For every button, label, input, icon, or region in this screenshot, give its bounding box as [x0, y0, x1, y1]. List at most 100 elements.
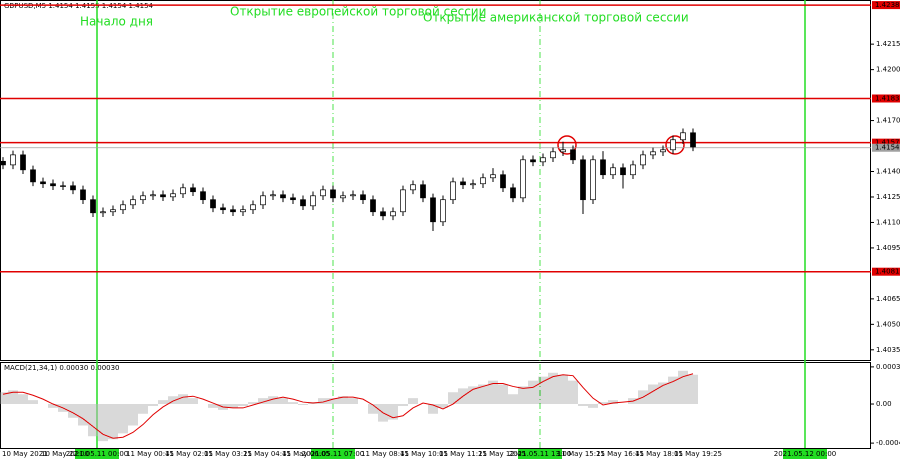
candle-body — [200, 191, 206, 201]
macd-tick-label: 0.00 — [876, 400, 892, 408]
candle-body — [430, 197, 436, 223]
level-box — [872, 143, 900, 152]
level-box — [872, 138, 900, 147]
time-marker-box — [518, 449, 562, 459]
x-tick-label: 11 May 00:45 — [126, 450, 174, 458]
candle-body — [340, 195, 346, 199]
candle-body — [80, 189, 86, 201]
candle-body — [520, 159, 526, 199]
candle-body — [450, 181, 456, 201]
y-tick-label: 1.4095 — [876, 244, 900, 252]
candle-body — [610, 167, 616, 176]
candle-body — [270, 194, 276, 197]
session-label: Открытие американской торговой сессии — [423, 11, 689, 25]
macd-signal — [2, 373, 694, 439]
candle-body — [660, 149, 666, 153]
candle-body — [510, 187, 516, 199]
candle-body — [60, 185, 66, 187]
macd-label: MACD(21,34,1) 0.00030 0.00030 — [4, 364, 120, 372]
y-tick-label: 1.4170 — [876, 117, 900, 125]
candle-body — [500, 174, 506, 189]
x-tick-label: 11 May 19:25 — [674, 450, 722, 458]
candle-body — [250, 204, 256, 211]
candle-body — [110, 209, 116, 213]
candle-body — [280, 194, 286, 199]
candle-body — [680, 132, 686, 141]
candle-body — [690, 132, 696, 148]
candle-body — [210, 199, 216, 209]
candle-body — [550, 151, 556, 159]
candle-body — [370, 199, 376, 213]
candle-body — [670, 139, 676, 151]
candle-body — [90, 199, 96, 214]
y-tick-label: 1.4125 — [876, 193, 900, 201]
candle-body — [180, 187, 186, 195]
time-marker-label: 2021.05.11 07:00 — [302, 450, 364, 458]
time-marker-box — [783, 449, 827, 459]
candle-body — [160, 194, 166, 198]
time-marker-label: 2021.05.11 00:00 — [66, 450, 128, 458]
candle-body — [350, 194, 356, 197]
candle-body — [400, 189, 406, 213]
candle-body — [10, 154, 16, 166]
macd-tick-label: -0.0004 — [876, 439, 900, 447]
candle-body — [100, 211, 106, 214]
x-tick-label: 11 May 04:45 — [243, 450, 291, 458]
candle-body — [330, 189, 336, 199]
candle-body — [50, 183, 56, 187]
candle-body — [220, 207, 226, 211]
candle-body — [20, 154, 26, 171]
candle-body — [40, 181, 46, 185]
candle-body — [410, 184, 416, 191]
x-tick-label: 11 May 12:45 — [478, 450, 526, 458]
candle-body — [390, 211, 396, 217]
level-label: 1.4157 — [875, 139, 900, 147]
candle-body — [600, 159, 606, 176]
price-frame — [0, 0, 871, 361]
candle-body — [70, 185, 76, 191]
candle-body — [440, 199, 446, 223]
candle-body — [580, 159, 586, 201]
candle-body — [300, 199, 306, 207]
level-label: 1.4081 — [875, 268, 900, 276]
candle-body — [150, 194, 156, 197]
highlight-circle — [665, 135, 685, 155]
level-label: 1.4154 — [875, 144, 900, 152]
candle-body — [30, 169, 36, 183]
candle-body — [120, 204, 126, 211]
candle-body — [170, 193, 176, 198]
y-tick-label: 1.4110 — [876, 218, 900, 226]
candle-body — [360, 194, 366, 201]
candle-body — [290, 197, 296, 201]
x-tick-label: 11 May 11:25 — [439, 450, 487, 458]
candle-body — [230, 209, 236, 213]
candle-body — [190, 187, 196, 193]
candle-body — [540, 157, 546, 163]
candle-body — [0, 160, 6, 166]
y-tick-label: 1.4065 — [876, 295, 900, 303]
candle-body — [240, 209, 246, 213]
highlight-circle — [557, 135, 577, 155]
candle-body — [140, 195, 146, 201]
candle-body — [560, 149, 566, 153]
x-tick-label: 11 May 18:05 — [635, 450, 683, 458]
x-tick-label: 11 May 06:05 — [282, 450, 330, 458]
y-tick-label: 1.4050 — [876, 320, 900, 328]
candle-body — [640, 154, 646, 166]
candle-body — [650, 151, 656, 156]
time-marker-label: 2021.05.11 13:00 — [509, 450, 571, 458]
candle-body — [320, 189, 326, 197]
level-box — [872, 94, 900, 103]
candle-body — [130, 199, 136, 206]
x-tick-label: 10 May 2021 — [2, 450, 48, 458]
symbol-info: GBPUSD,M5 1.4154 1.4155 1.4154 1.4154 — [4, 2, 154, 10]
session-label: Начало дня — [80, 15, 153, 29]
x-tick-label: 11 May 10:05 — [400, 450, 448, 458]
y-tick-label: 1.4200 — [876, 66, 900, 74]
candle-body — [260, 195, 266, 206]
x-tick-label: 11 May 02:05 — [165, 450, 213, 458]
level-label: 1.4238 — [875, 1, 900, 9]
x-tick-label: 11 May 03:25 — [204, 450, 252, 458]
level-box — [872, 1, 900, 10]
